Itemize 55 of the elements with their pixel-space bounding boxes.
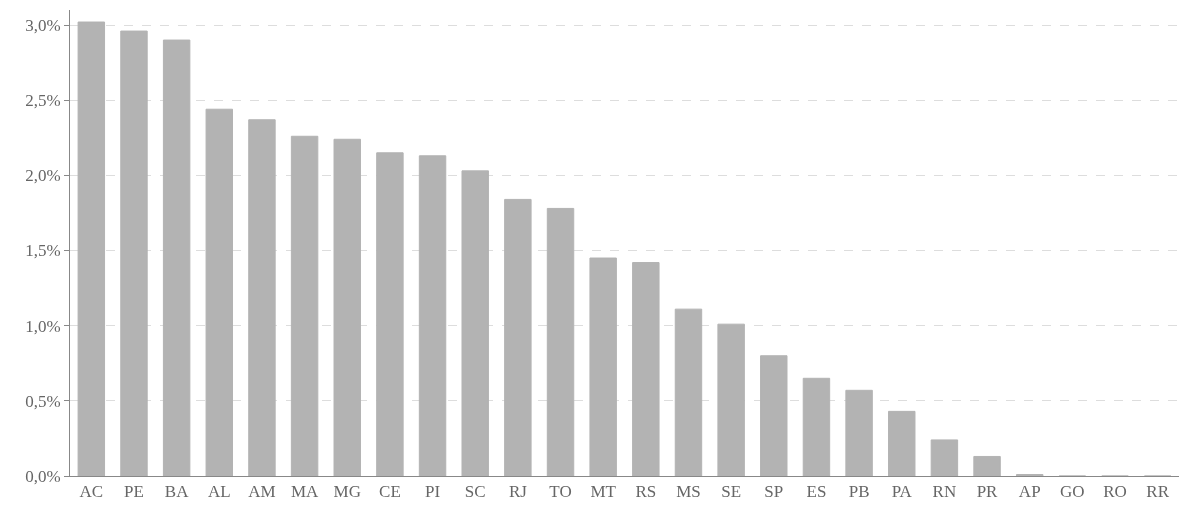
bar xyxy=(845,389,873,476)
x-tick-label: PB xyxy=(848,482,870,502)
x-tick-label: AC xyxy=(79,482,104,502)
bar xyxy=(930,439,959,476)
x-tick-label: PA xyxy=(891,482,913,502)
x-tick-label: TO xyxy=(549,482,572,502)
x-tick-label: CE xyxy=(379,482,401,502)
bar xyxy=(77,21,106,476)
x-tick-label: MG xyxy=(333,482,361,502)
bar xyxy=(973,455,1001,476)
bar xyxy=(162,39,191,476)
x-tick-label: RJ xyxy=(508,482,528,502)
y-tick-label: 1,0% xyxy=(25,316,61,336)
y-tick-label: 2,5% xyxy=(25,91,61,111)
x-tick-label: PE xyxy=(124,482,144,502)
x-tick-label: ES xyxy=(806,482,827,502)
bar xyxy=(802,377,831,476)
bar xyxy=(333,138,361,476)
bar xyxy=(418,155,447,476)
x-tick-label: AP xyxy=(1018,482,1041,502)
x-tick-label: RR xyxy=(1146,482,1170,502)
x-tick-label: AM xyxy=(248,482,276,502)
x-tick-label: RS xyxy=(635,482,657,502)
y-tick-label: 2,0% xyxy=(25,166,61,186)
bar xyxy=(376,152,404,476)
x-tick-label: SP xyxy=(764,482,784,502)
bar xyxy=(205,108,234,476)
x-tick-label: PI xyxy=(425,482,441,502)
bar xyxy=(248,119,276,476)
x-tick-label: RO xyxy=(1103,482,1127,502)
y-tick-label: 1,5% xyxy=(25,241,61,261)
bar xyxy=(461,170,489,476)
bar xyxy=(760,355,788,476)
x-tick-label: BA xyxy=(164,482,190,502)
bar xyxy=(120,30,148,476)
bar xyxy=(504,198,532,476)
x-tick-label: MS xyxy=(676,482,701,502)
x-tick-label: MA xyxy=(290,482,320,502)
x-tick-label: SE xyxy=(721,482,742,502)
x-tick-label: GO xyxy=(1060,482,1085,502)
x-tick-label: MT xyxy=(590,482,617,502)
x-tick-label: SC xyxy=(464,482,486,502)
y-tick-label: 3,0% xyxy=(25,15,61,35)
bar xyxy=(674,308,703,476)
y-tick-label: 0,5% xyxy=(25,391,61,411)
x-tick-label: AL xyxy=(207,482,231,502)
bar xyxy=(589,257,617,476)
bar xyxy=(290,135,319,476)
y-tick-label: 0,0% xyxy=(25,466,61,486)
bar xyxy=(632,262,660,476)
bar xyxy=(717,323,745,476)
bar xyxy=(546,207,575,476)
x-tick-label: RN xyxy=(932,482,957,502)
x-tick-label: PR xyxy=(976,482,999,502)
bar xyxy=(888,410,916,476)
